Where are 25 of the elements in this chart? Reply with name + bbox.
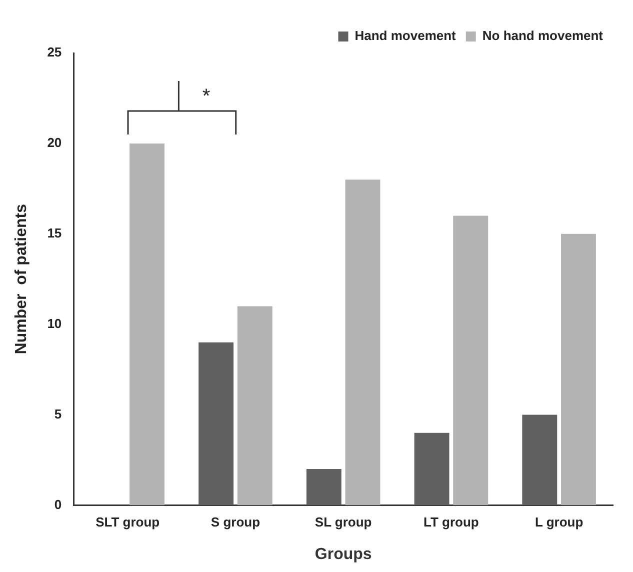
- legend-label: Hand movement: [354, 28, 457, 44]
- bar: [306, 469, 342, 506]
- bar: [237, 306, 272, 506]
- y-tick-label: 10: [47, 316, 62, 331]
- y-tick-label: 15: [47, 225, 62, 240]
- y-tick-label: 5: [54, 406, 62, 422]
- bar: [130, 143, 164, 506]
- bar: [561, 234, 596, 506]
- x-tick-label: SL group: [314, 514, 372, 530]
- bar: [198, 342, 234, 506]
- x-tick-label: SLT group: [96, 514, 160, 530]
- legend-label: No hand movement: [482, 28, 604, 44]
- x-tick-label: S group: [210, 514, 260, 530]
- bar: [453, 216, 488, 506]
- y-tick-label: 25: [47, 44, 62, 60]
- bar: [522, 414, 558, 506]
- annotation: *: [202, 85, 210, 108]
- y-tick-label: 20: [47, 135, 62, 150]
- bar: [414, 432, 450, 506]
- x-tick-label: LT group: [424, 514, 479, 530]
- x-axis-title: Groups: [314, 546, 372, 563]
- y-tick-label: 0: [54, 496, 62, 512]
- y-axis-title: Number of patients: [13, 204, 30, 354]
- bar: [345, 180, 380, 506]
- x-tick-label: L group: [534, 514, 584, 530]
